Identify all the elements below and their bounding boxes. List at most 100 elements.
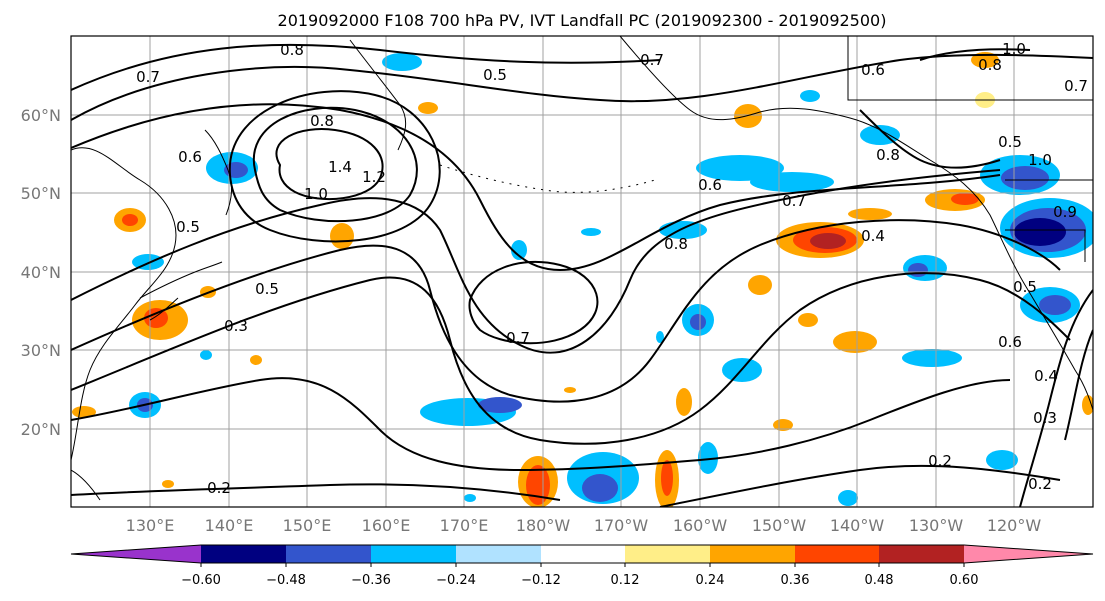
coastline-aleutians — [439, 164, 656, 193]
lat-label: 20°N — [21, 420, 61, 439]
colorbar-tick-label: −0.12 — [521, 573, 561, 588]
contour-label: 0.6 — [861, 61, 885, 79]
colorbar-tick-label: −0.24 — [436, 573, 476, 588]
ivt-negative-area — [698, 442, 718, 474]
map-panel: 0.8 0.5 0.7 0.6 1.0 0.7 0.8 1.4 1.2 1.0 … — [70, 35, 1094, 508]
lon-label: 120°W — [987, 516, 1042, 535]
pv-contour — [71, 272, 1071, 445]
pv-contours — [71, 43, 1093, 507]
ivt-negative-core — [1001, 166, 1049, 190]
contour-label: 0.6 — [178, 148, 202, 166]
ivt-negative-area — [656, 331, 664, 343]
colorbar-ticks — [200, 563, 965, 567]
political-borders — [847, 36, 1093, 262]
lat-label: 50°N — [21, 184, 61, 203]
lat-label: 60°N — [21, 106, 61, 125]
ivt-negative-area — [382, 53, 422, 71]
colorbar-tick-label: −0.36 — [351, 573, 391, 588]
lon-label: 170°E — [440, 516, 489, 535]
colorbar-segment — [964, 545, 1093, 563]
colorbar-segment — [625, 545, 710, 563]
colorbar-segment — [201, 545, 286, 563]
ivt-negative-area — [986, 450, 1018, 470]
pv-contour — [71, 103, 1001, 272]
lon-label: 160°E — [362, 516, 411, 535]
pv-contour — [659, 464, 1061, 507]
colorbar-segment — [541, 545, 625, 563]
contour-label: 0.6 — [698, 176, 722, 194]
contour-label: 0.8 — [978, 56, 1002, 74]
pv-contour — [1019, 289, 1093, 507]
colorbar-segment — [371, 545, 456, 563]
contour-label: 0.7 — [136, 68, 160, 86]
ivt-negative-core — [1039, 295, 1071, 315]
contour-label: 0.5 — [483, 66, 507, 84]
contour-label: 0.2 — [207, 479, 231, 497]
ivt-positive-area — [418, 102, 438, 114]
ivt-negative-area — [464, 494, 476, 502]
ivt-negative-core — [582, 474, 618, 502]
contour-label: 0.7 — [506, 329, 530, 347]
colorbar-tick-label: −0.48 — [266, 573, 306, 588]
contour-label: 1.4 — [328, 158, 352, 176]
contour-label: 0.7 — [640, 51, 664, 69]
ivt-negative-area — [902, 349, 962, 367]
ivt-positive-core — [144, 308, 168, 328]
colorbar-segment — [286, 545, 371, 563]
contour-label: 0.3 — [1033, 409, 1057, 427]
colorbar-tick-label: 0.24 — [696, 573, 725, 588]
ivt-positive-area — [162, 480, 174, 488]
colorbar-segment — [710, 545, 795, 563]
contour-label: 0.2 — [1028, 475, 1052, 493]
colorbar-segment — [71, 545, 201, 563]
ivt-positive-area — [564, 387, 576, 393]
ivt-positive-core — [810, 233, 846, 249]
ivt-positive-core — [661, 460, 673, 496]
ivt-negative-area — [800, 90, 820, 102]
lat-label: 40°N — [21, 263, 61, 282]
contour-label: 0.8 — [664, 235, 688, 253]
contour-label: 0.7 — [782, 192, 806, 210]
contour-label: 1.0 — [1028, 151, 1052, 169]
lon-label: 150°E — [283, 516, 332, 535]
colorbar: −0.60 −0.48 −0.36 −0.24 −0.12 0.12 0.24 … — [70, 544, 1094, 588]
pv-contour — [859, 109, 1001, 169]
lon-label: 140°W — [830, 516, 885, 535]
pv-contour — [252, 106, 418, 223]
ivt-positive-area — [833, 331, 877, 353]
ivt-positive-area — [250, 355, 262, 365]
ivt-positive-area — [1082, 395, 1093, 415]
contour-label: 0.2 — [928, 452, 952, 470]
colorbar-segment — [795, 545, 879, 563]
lon-label: 140°E — [205, 516, 254, 535]
ivt-positive-area — [798, 313, 818, 327]
contour-label: 0.4 — [861, 227, 885, 245]
ivt-positive-area — [72, 406, 96, 418]
ivt-negative-area — [750, 172, 834, 192]
colorbar-tick-label: 0.48 — [865, 573, 894, 588]
coastline-asia — [71, 147, 177, 461]
contour-labels: 0.8 0.5 0.7 0.6 1.0 0.7 0.8 1.4 1.2 1.0 … — [136, 40, 1088, 497]
contour-label: 0.5 — [176, 218, 200, 236]
ivt-negative-area — [511, 240, 527, 260]
pv-contour — [228, 90, 441, 243]
pv-contour — [919, 48, 1031, 61]
pv-contour — [71, 219, 1061, 403]
contour-label: 1.0 — [304, 185, 328, 203]
pv-contour — [468, 260, 599, 345]
ivt-positive-area — [848, 208, 892, 220]
ivt-positive-core — [951, 193, 979, 205]
ivt-negative-area — [200, 350, 212, 360]
ivt-negative-area — [838, 490, 858, 506]
contour-label: 0.8 — [876, 146, 900, 164]
colorbar-segment — [879, 545, 964, 563]
contour-label: 1.0 — [1002, 40, 1026, 58]
graticule — [71, 36, 1093, 507]
longitude-labels: 130°E 140°E 150°E 160°E 170°E 180°W 170°… — [126, 516, 1042, 535]
pv-contour — [71, 169, 1001, 354]
lon-label: 170°W — [594, 516, 649, 535]
pv-contour — [1064, 329, 1093, 441]
contour-label: 0.4 — [1034, 367, 1058, 385]
ivt-negative-core — [1014, 218, 1066, 246]
